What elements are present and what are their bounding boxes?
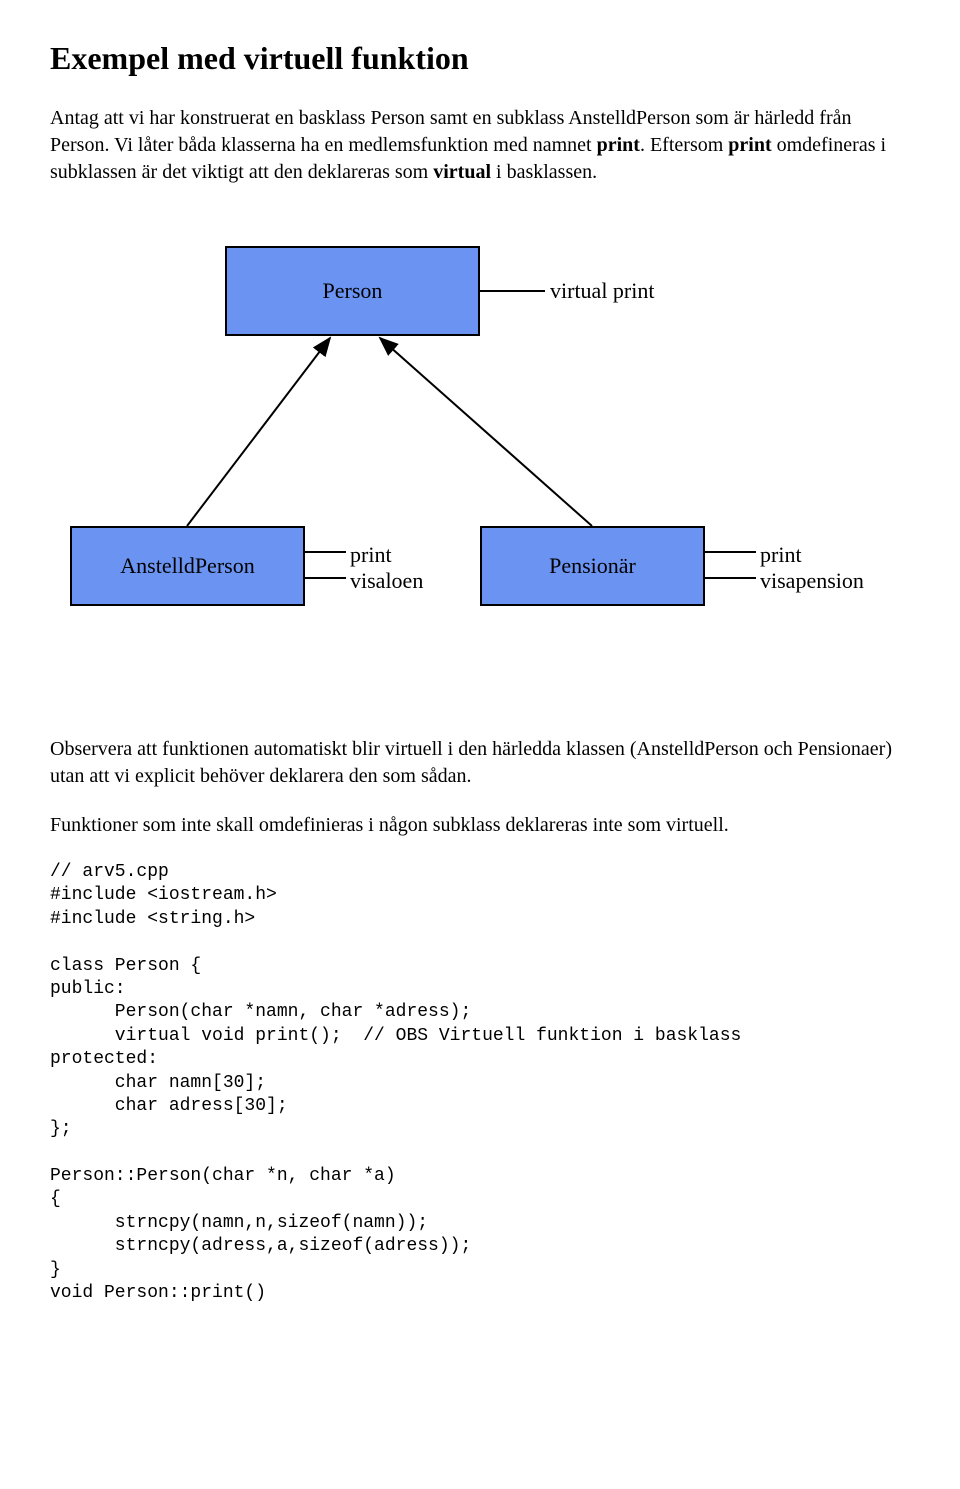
page-title: Exempel med virtuell funktion [50,40,910,77]
diagram-connectors [50,246,910,676]
person-class-box: Person [225,246,480,336]
pensionar-visapension-label: visapension [760,568,864,594]
intro-bold-print-2: print [728,134,771,156]
anstelld-print-label: print [350,542,423,568]
para-observera: Observera att funktionen automatiskt bli… [50,736,910,790]
pensionar-class-label: Pensionär [549,553,636,579]
person-class-label: Person [323,278,383,304]
anstelld-class-box: AnstelldPerson [70,526,305,606]
intro-text-c: . Eftersom [640,134,728,156]
anstelld-class-label: AnstelldPerson [120,553,254,579]
para-funktioner: Funktioner som inte skall omdefinieras i… [50,812,910,839]
anstelld-side-labels: print visaloen [350,542,423,595]
intro-text-g: i basklassen. [491,161,597,183]
intro-paragraph: Antag att vi har konstruerat en basklass… [50,105,910,186]
intro-bold-print-1: print [597,134,640,156]
person-virtual-print-label: virtual print [550,278,654,304]
pensionar-print-label: print [760,542,864,568]
anstelld-visaloen-label: visaloen [350,568,423,594]
intro-bold-virtual: virtual [433,161,491,183]
pensionar-class-box: Pensionär [480,526,705,606]
code-block: // arv5.cpp #include <iostream.h> #inclu… [50,861,910,1305]
class-diagram: Person virtual print AnstelldPerson prin… [50,246,910,676]
pensionar-side-labels: print visapension [760,542,864,595]
